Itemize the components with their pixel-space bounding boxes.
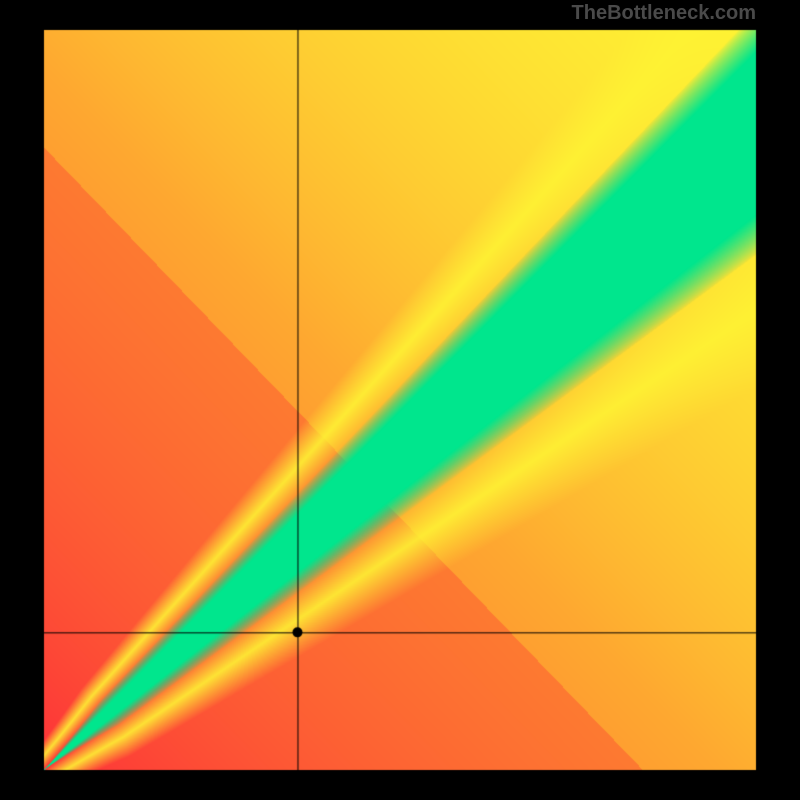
chart-container: TheBottleneck.com: [0, 0, 800, 800]
attribution-text: TheBottleneck.com: [572, 2, 756, 25]
bottleneck-heatmap: [0, 0, 800, 800]
